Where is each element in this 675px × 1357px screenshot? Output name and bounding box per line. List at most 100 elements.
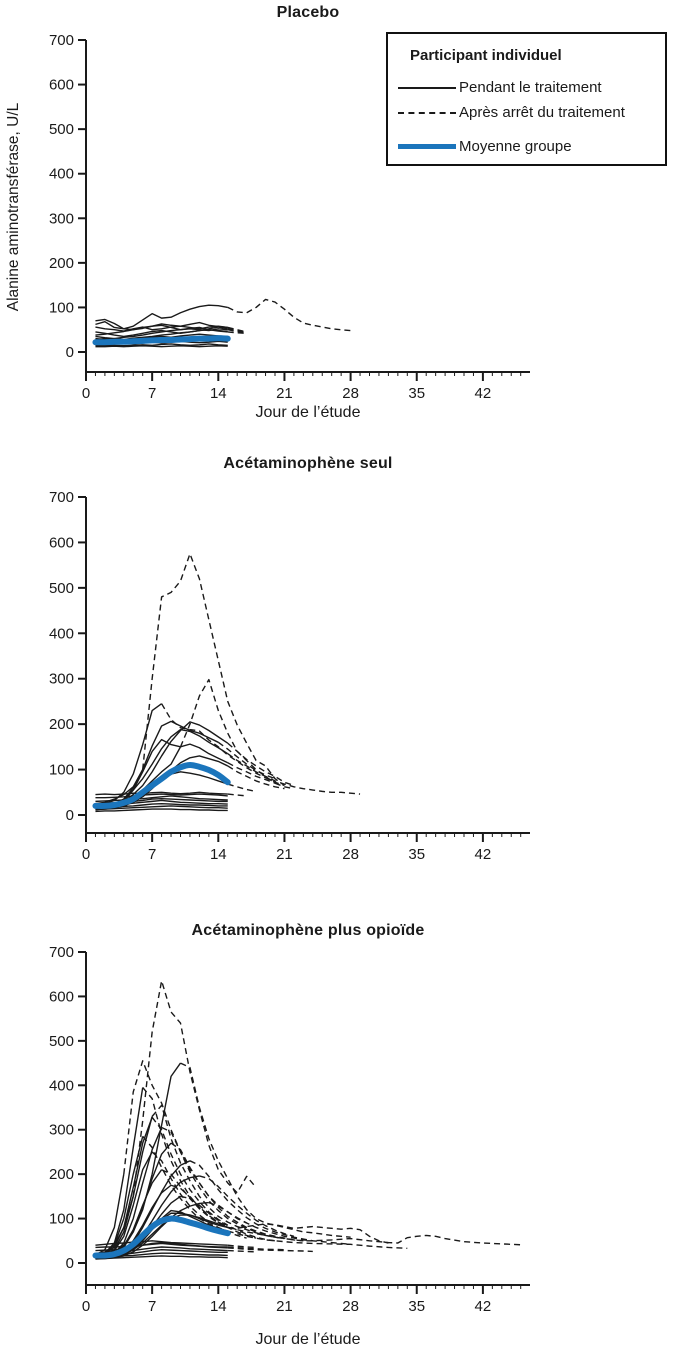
x-tick-label: 0: [82, 846, 90, 863]
legend-title: Participant individuel: [410, 47, 562, 64]
y-tick-label: 300: [49, 1122, 74, 1139]
y-tick-label: 100: [49, 762, 74, 779]
x-tick-label: 35: [408, 1298, 425, 1315]
y-tick-label: 200: [49, 255, 74, 272]
y-tick-label: 200: [49, 1166, 74, 1183]
y-tick-label: 600: [49, 77, 74, 94]
participant-line-after-treatment: [227, 762, 276, 784]
panel-title: Placebo: [276, 4, 340, 21]
panel-title: Acétaminophène seul: [223, 455, 393, 472]
participant-line-after-treatment: [227, 331, 247, 334]
participant-line-after-treatment: [180, 1062, 351, 1238]
dashed-line-sample: [398, 111, 456, 114]
participant-line-after-treatment: [227, 793, 247, 797]
participant-line-during-treatment: [95, 318, 228, 331]
legend-item-label: Pendant le traitement: [459, 79, 602, 96]
x-tick-label: 28: [342, 385, 359, 402]
solid-line-sample: [398, 86, 456, 89]
participant-line-during-treatment: [95, 304, 228, 330]
group-mean-line: [92, 762, 231, 809]
participant-line-after-treatment: [142, 553, 285, 787]
panel-acetaminophen-plus-opioid: 0 100 200 300 400 500 600 700 0 7 14 21 28 35 42 Acéta…: [0, 900, 675, 1357]
panel-placebo: 0 100 200 300 400 500 600 700 0 7 14 21 28 35 42 Place…: [0, 0, 675, 450]
y-tick-label: 200: [49, 716, 74, 733]
participant-line-after-treatment: [142, 1135, 228, 1233]
legend-item-label: Après arrêt du traitement: [459, 104, 625, 121]
y-tick-label: 700: [49, 489, 74, 506]
x-tick-label: 42: [475, 1298, 492, 1315]
legend-item-during-treatment: Pendant le traitement: [398, 79, 602, 96]
participant-line-after-treatment: [227, 298, 351, 332]
x-tick-label: 21: [276, 385, 293, 402]
participant-line-after-treatment: [199, 1175, 295, 1238]
participant-line-after-treatment: [189, 1160, 313, 1242]
y-tick-label: 0: [66, 807, 74, 824]
y-tick-label: 500: [49, 121, 74, 138]
y-tick-label: 0: [66, 344, 74, 361]
participant-line-after-treatment: [227, 753, 361, 795]
participant-line-after-treatment: [151, 1104, 285, 1240]
participant-line-after-treatment: [161, 1169, 229, 1229]
participant-line-during-treatment: [95, 1241, 228, 1252]
y-tick-label: 400: [49, 166, 74, 183]
y-tick-label: 300: [49, 671, 74, 688]
participant-line-after-treatment: [227, 329, 247, 334]
x-tick-label: 35: [408, 385, 425, 402]
participant-line-during-treatment: [95, 1255, 228, 1260]
participant-line-during-treatment: [95, 325, 228, 332]
participant-line-during-treatment: [95, 345, 228, 348]
y-tick-label: 500: [49, 580, 74, 597]
participant-line-after-treatment: [217, 741, 276, 780]
participant-line-during-treatment: [95, 791, 228, 796]
x-tick-label: 21: [276, 846, 293, 863]
x-tick-label: 14: [210, 385, 227, 402]
participant-line-after-treatment: [227, 1249, 257, 1253]
participant-line-during-treatment: [95, 793, 228, 799]
x-axis-label: Jour de l’étude: [255, 1331, 361, 1348]
x-tick-label: 7: [148, 385, 156, 402]
group-mean-line: [92, 335, 231, 346]
panel-acetaminophen-alone: 0 100 200 300 400 500 600 700 0 7 14 21 28 35 42 Acéta…: [0, 450, 675, 900]
participant-line-after-treatment: [180, 1195, 276, 1242]
participant-line-after-treatment: [227, 765, 285, 790]
x-axis-label: Jour de l’étude: [255, 404, 361, 421]
y-tick-label: 400: [49, 1077, 74, 1094]
panel-title: Acétaminophène plus opioïde: [191, 922, 425, 939]
participant-line-during-treatment: [95, 326, 228, 338]
x-tick-label: 42: [475, 846, 492, 863]
y-tick-label: 600: [49, 988, 74, 1005]
x-tick-label: 14: [210, 846, 227, 863]
participant-line-after-treatment: [151, 1116, 229, 1226]
x-tick-label: 7: [148, 846, 156, 863]
participant-line-after-treatment: [227, 328, 247, 334]
x-tick-label: 28: [342, 1298, 359, 1315]
y-tick-label: 300: [49, 210, 74, 227]
participant-line-after-treatment: [227, 783, 257, 793]
participant-line-during-treatment: [95, 795, 228, 803]
participant-line-during-treatment: [95, 805, 228, 811]
mean-line-sample: [398, 144, 456, 149]
x-tick-label: 42: [475, 385, 492, 402]
participant-line-during-treatment: [95, 1062, 182, 1258]
participant-line-after-treatment: [227, 1244, 257, 1249]
legend-item-group-mean: Moyenne groupe: [398, 138, 572, 155]
participant-line-after-treatment: [170, 1184, 257, 1239]
participant-line-after-treatment: [227, 1247, 313, 1253]
participant-line-after-treatment: [227, 1226, 521, 1246]
y-tick-label: 100: [49, 1211, 74, 1228]
y-tick-label: 0: [66, 1255, 74, 1272]
participant-line-after-treatment: [132, 980, 257, 1197]
participant-line-after-treatment: [227, 1230, 408, 1250]
legend-item-after-treatment: Après arrêt du traitement: [398, 104, 625, 121]
plot-placebo: 0 100 200 300 400 500 600 700 0 7 14 21 28 35 42: [49, 32, 530, 402]
y-axis-label: Alanine aminotransférase, U/L: [5, 102, 22, 312]
x-tick-label: 0: [82, 385, 90, 402]
y-tick-label: 100: [49, 299, 74, 316]
legend: Participant individuel Pendant le traite…: [386, 32, 667, 166]
x-tick-label: 28: [342, 846, 359, 863]
participant-line-after-treatment: [227, 742, 295, 787]
participant-line-after-treatment: [160, 703, 285, 787]
y-tick-label: 500: [49, 1033, 74, 1050]
participant-line-after-treatment: [123, 1060, 247, 1224]
